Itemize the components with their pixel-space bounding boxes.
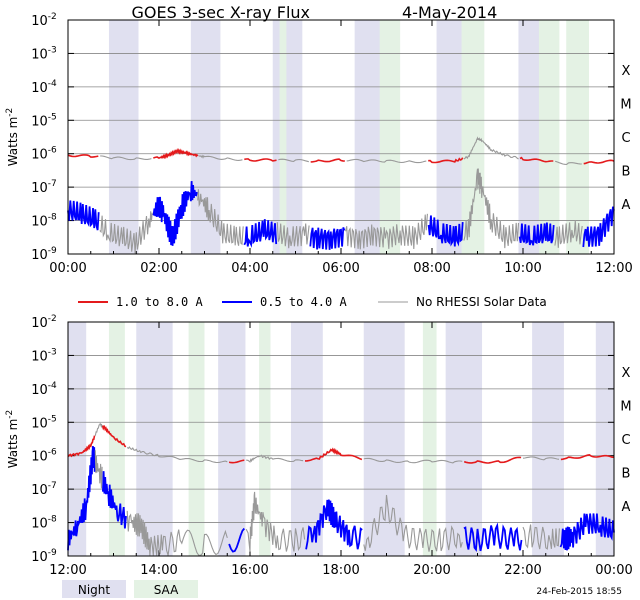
y-tick-label: 10-7 bbox=[31, 481, 57, 498]
night-band bbox=[218, 322, 246, 556]
panels: 10-2 10-3 10-4 10-5 10-6 10-7 10-8 10-9 X M C B A 00:… bbox=[5, 12, 633, 578]
y-tick-label: 10-6 bbox=[31, 448, 57, 465]
y-tick-label: 10-4 bbox=[31, 79, 57, 96]
saa-band bbox=[461, 20, 485, 254]
y-axis-label: Watts m-2 bbox=[5, 108, 20, 167]
night-band bbox=[595, 322, 614, 556]
y-tick-label: 10-2 bbox=[31, 12, 57, 29]
y-tick-label: 10-4 bbox=[31, 381, 57, 398]
legend-bottom: Night SAA bbox=[62, 580, 198, 598]
panel-top: 10-2 10-3 10-4 10-5 10-6 10-7 10-8 10-9 X M C B A 00:… bbox=[5, 12, 633, 276]
series-short-line bbox=[67, 181, 615, 250]
saa-band bbox=[279, 20, 287, 254]
x-tick-label: 06:00 bbox=[322, 261, 359, 276]
x-tick-label: 02:00 bbox=[140, 261, 177, 276]
x-tick-label: 18:00 bbox=[322, 563, 359, 578]
x-tick-label: 12:00 bbox=[49, 563, 86, 578]
series-short-norhessi-line bbox=[99, 168, 583, 254]
plot-frame bbox=[67, 321, 615, 557]
flare-class-label: C bbox=[621, 433, 630, 448]
flare-class-label: X bbox=[622, 366, 631, 381]
flare-class-label: A bbox=[622, 500, 631, 515]
saa-band bbox=[538, 20, 560, 254]
x-tick-label: 00:00 bbox=[49, 261, 86, 276]
legend-top: 1.0 to 8.0 A 0.5 to 4.0 A No RHESSI Sola… bbox=[78, 295, 547, 309]
series-long-norhessi-line bbox=[94, 422, 560, 464]
flare-class-label: M bbox=[620, 400, 631, 415]
flare-class-label: M bbox=[620, 98, 631, 113]
y-tick-label: 10-7 bbox=[31, 179, 57, 196]
night-band bbox=[363, 322, 405, 556]
y-tick-label: 10-3 bbox=[31, 45, 57, 62]
x-tick-label: 16:00 bbox=[231, 563, 268, 578]
x-tick-label: 00:00 bbox=[595, 563, 632, 578]
night-band bbox=[354, 20, 385, 254]
y-axis-label: Watts m-2 bbox=[5, 410, 20, 469]
legend-night-label: Night bbox=[78, 583, 111, 597]
chart-title: GOES 3-sec X-ray Flux bbox=[132, 3, 311, 22]
night-band bbox=[445, 322, 483, 556]
night-band bbox=[436, 20, 467, 254]
x-tick-label: 10:00 bbox=[504, 261, 541, 276]
timestamp: 24-Feb-2015 18:55 bbox=[536, 587, 622, 597]
series-long-line bbox=[67, 425, 614, 464]
legend-saa-label: SAA bbox=[154, 583, 179, 597]
y-tick-label: 10-9 bbox=[31, 548, 57, 565]
y-tick-label: 10-5 bbox=[31, 414, 57, 431]
flare-class-label: C bbox=[621, 131, 630, 146]
chart-date: 4-May-2014 bbox=[402, 3, 497, 22]
night-band bbox=[272, 20, 303, 254]
panel-bottom: 10-2 10-3 10-4 10-5 10-6 10-7 10-8 10-9 X M C B A 12:… bbox=[5, 314, 633, 578]
night-band bbox=[136, 322, 173, 556]
series-long-norhessi-line bbox=[100, 136, 582, 165]
saa-band bbox=[188, 322, 205, 556]
flare-class-label: B bbox=[622, 466, 631, 481]
saa-band bbox=[259, 322, 271, 556]
y-tick-label: 10-2 bbox=[31, 314, 57, 331]
night-band bbox=[68, 322, 87, 556]
flare-class-label: X bbox=[622, 64, 631, 79]
legend-norhessi-label: No RHESSI Solar Data bbox=[416, 295, 547, 309]
series-long-line bbox=[67, 148, 615, 165]
x-tick-label: 08:00 bbox=[413, 261, 450, 276]
flare-class-label: A bbox=[622, 198, 631, 213]
saa-band bbox=[566, 20, 589, 254]
legend-night-swatch bbox=[62, 580, 126, 598]
saa-band bbox=[379, 20, 401, 254]
night-band bbox=[108, 20, 139, 254]
night-band bbox=[532, 322, 564, 556]
x-tick-label: 04:00 bbox=[231, 261, 268, 276]
night-band bbox=[290, 322, 323, 556]
legend-short-label: 0.5 to 4.0 A bbox=[260, 295, 347, 309]
legend-long-label: 1.0 to 8.0 A bbox=[116, 295, 203, 309]
plot-frame bbox=[67, 19, 615, 255]
y-tick-label: 10-8 bbox=[31, 213, 57, 230]
saa-band bbox=[422, 322, 437, 556]
y-tick-label: 10-6 bbox=[31, 146, 57, 163]
y-tick-label: 10-8 bbox=[31, 515, 57, 532]
series-short-norhessi-line bbox=[94, 450, 560, 556]
x-tick-label: 22:00 bbox=[504, 563, 541, 578]
flare-class-label: B bbox=[622, 164, 631, 179]
y-tick-label: 10-9 bbox=[31, 246, 57, 263]
series-short-line bbox=[67, 446, 615, 553]
night-band bbox=[190, 20, 221, 254]
y-tick-label: 10-5 bbox=[31, 112, 57, 129]
x-tick-label: 12:00 bbox=[595, 261, 632, 276]
x-tick-label: 20:00 bbox=[413, 563, 450, 578]
y-tick-label: 10-3 bbox=[31, 347, 57, 364]
x-tick-label: 14:00 bbox=[140, 563, 177, 578]
legend-saa-swatch bbox=[134, 580, 198, 598]
